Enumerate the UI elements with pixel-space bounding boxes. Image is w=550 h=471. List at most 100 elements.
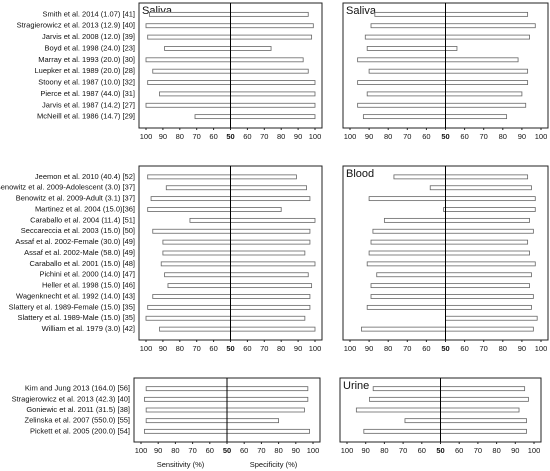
sensitivity-bar [145,386,228,392]
sensitivity-bar [372,228,446,234]
study-label: Caraballo et al. 2001 (15.0) [48] [30,259,135,268]
sensitivity-bar [370,239,446,245]
x2-tick-label: 70 [480,132,488,141]
specificity-bar [440,407,520,413]
study-label: Benowitz et al. 2009-Adolescent (3.0) [3… [0,183,135,192]
specificity-bar [445,326,534,332]
sensitivity-bar [366,91,446,97]
sensitivity-bar [363,428,441,434]
x2-tick-label: 60 [460,344,468,353]
study-label: Luepker et al. 1989 (20.0) [28] [35,66,136,75]
study-label: Boyd et al. 1998 (24.0) [23] [45,43,135,52]
sensitivity-bar [357,57,446,63]
study-label: Stoony et al. 1987 (10.0) [32] [38,78,135,87]
x-tick-label: 70 [403,344,411,353]
study-label: Assaf et al. 2002-Female (30.0) [49] [15,237,135,246]
x2-tick-label: 60 [455,446,463,455]
specificity-bar [230,207,282,212]
x-tick-label: 50 [223,446,231,455]
specificity-bar [230,304,311,310]
sensitivity-bar [148,11,231,17]
specificity-bar [226,428,310,434]
sensitivity-bar [164,272,231,278]
specificity-bar [445,23,536,29]
specificity-bar [230,114,316,120]
study-label: Assaf et al. 2002-Male (58.0) [49] [24,248,135,257]
study-label: Heller et al. 1998 (15.0) [46] [42,281,135,290]
specificity-bar [230,217,316,223]
study-label: Marray et al. 1993 (20.0) [30] [38,55,135,64]
sensitivity-bar [366,46,446,51]
x-tick-label: 100 [341,446,354,455]
study-label: Caraballo et al. 2004 (11.4) [51] [30,215,135,224]
sensitivity-bar [147,207,231,212]
specificity-bar [445,315,538,321]
x-tick-label: 60 [206,446,214,455]
sensitivity-bar [366,304,446,310]
x-tick-label: 90 [365,344,373,353]
specificity-bar [445,228,534,234]
sensitivity-bar [370,23,446,29]
specificity-bar [230,272,309,278]
sensitivity-bar [362,114,446,120]
sensitivity-bar [167,283,231,289]
panel-title: Blood [346,168,374,180]
sensitivity-bar [355,407,441,413]
specificity-bar [230,80,316,85]
x-tick-label: 90 [159,132,167,141]
study-label: Stragierowicz et al. 2013 (42.3) [40] [12,394,130,403]
x2-tick-label: 60 [240,446,248,455]
x-tick-label: 60 [209,344,217,353]
study-label: William et al. 1979 (3.0) [42] [42,324,135,333]
x-tick-label: 70 [403,132,411,141]
specificity-bar [230,250,306,256]
specificity-bar [445,261,536,267]
specificity-bar [445,239,529,245]
x-tick-label: 50 [441,344,449,353]
sensitivity-bar [370,294,446,299]
x-tick-label: 100 [140,132,153,141]
x-tick-label: 80 [380,446,388,455]
specificity-bar [445,114,508,120]
x-tick-label: 100 [344,132,357,141]
specificity-bar [230,326,316,332]
sensitivity-bar [159,326,231,332]
x-tick-label: 70 [188,446,196,455]
study-label: Smith et al. 2014 (1.07) [41] [42,9,135,18]
x2-tick-label: 90 [518,132,526,141]
sensitivity-bar [393,174,446,180]
x-tick-label: 60 [418,446,426,455]
specificity-bar [445,34,530,40]
sensitivity-bar [145,407,228,413]
x2-tick-label: 90 [511,446,519,455]
specificity-bar [445,68,529,74]
sensitivity-bar [194,114,231,120]
sensitivity-bar [376,272,446,278]
x-tick-label: 50 [226,132,234,141]
specificity-bar [230,34,313,40]
sensitivity-bar [374,11,446,17]
x-tick-label: 90 [154,446,162,455]
x-tick-label: 60 [422,132,430,141]
specificity-bar [226,418,279,424]
specificity-bar [226,386,309,392]
specificity-bar [445,294,534,299]
study-label: Stragierowicz et al. 2013 (12.9) [40] [17,21,135,30]
x2-tick-label: 80 [277,344,285,353]
sensitivity-bar [147,304,231,310]
sensitivity-bar [165,185,231,191]
sensitivity-bar [372,386,441,392]
sensitivity-bar [364,34,446,40]
specificity-bar [230,174,297,180]
panel-title: Saliva [346,5,377,17]
x-tick-label: 100 [135,446,148,455]
sensitivity-bar [144,396,228,402]
x2-tick-label: 90 [294,132,302,141]
x2-tick-label: 90 [294,344,302,353]
x2-tick-label: 90 [292,446,300,455]
specificity-bar [230,261,316,267]
x2-tick-label: 80 [274,446,282,455]
specificity-bar [440,428,527,434]
x-tick-label: 80 [176,132,184,141]
